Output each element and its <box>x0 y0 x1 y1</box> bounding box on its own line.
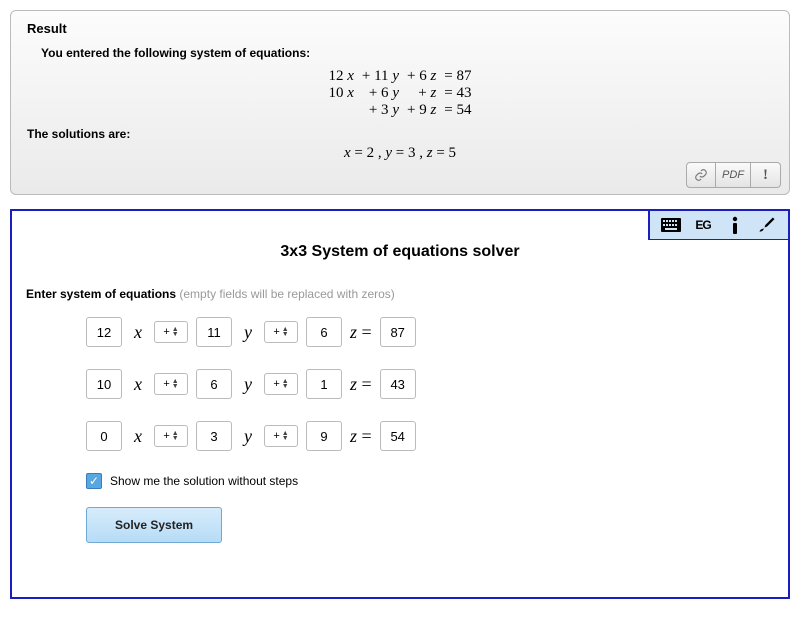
solver-panel: EG 3x3 System of equations solver Enter … <box>10 209 790 599</box>
var-x: x <box>130 322 146 343</box>
coef-z-input[interactable] <box>306 369 342 399</box>
sign-yz-select[interactable]: +▲▼ <box>264 425 298 447</box>
solver-toolbar: EG <box>648 209 790 240</box>
coef-x-input[interactable] <box>86 369 122 399</box>
example-icon[interactable]: EG <box>692 215 714 235</box>
equation-row: x +▲▼ y +▲▼ z = <box>86 317 774 347</box>
hint-bold: Enter system of equations <box>26 287 176 301</box>
entered-label: You entered the following system of equa… <box>41 46 773 60</box>
rhs-input[interactable] <box>380 421 416 451</box>
permalink-button[interactable] <box>686 162 716 188</box>
var-y: y <box>240 426 256 447</box>
equation-display: 12 x+ 11 y+ 6 z= 8710 x+ 6 y+ z= 43+ 3 y… <box>27 68 773 119</box>
coef-x-input[interactable] <box>86 317 122 347</box>
solutions-label: The solutions are: <box>27 127 773 141</box>
without-steps-label: Show me the solution without steps <box>110 474 298 488</box>
coef-y-input[interactable] <box>196 421 232 451</box>
var-z-eq: z = <box>350 374 372 395</box>
coef-z-input[interactable] <box>306 317 342 347</box>
equation-row: x +▲▼ y +▲▼ z = <box>86 421 774 451</box>
equation-row: x +▲▼ y +▲▼ z = <box>86 369 774 399</box>
result-actions: PDF ! <box>686 162 781 188</box>
coef-z-input[interactable] <box>306 421 342 451</box>
without-steps-row[interactable]: ✓ Show me the solution without steps <box>86 473 774 489</box>
solve-button[interactable]: Solve System <box>86 507 222 543</box>
rhs-input[interactable] <box>380 317 416 347</box>
sign-xy-select[interactable]: +▲▼ <box>154 425 188 447</box>
coef-y-input[interactable] <box>196 369 232 399</box>
sign-yz-select[interactable]: +▲▼ <box>264 321 298 343</box>
brush-icon[interactable] <box>756 215 778 235</box>
var-z-eq: z = <box>350 426 372 447</box>
result-title: Result <box>27 21 773 36</box>
coef-y-input[interactable] <box>196 317 232 347</box>
sign-xy-select[interactable]: +▲▼ <box>154 321 188 343</box>
sign-xy-select[interactable]: +▲▼ <box>154 373 188 395</box>
result-panel: Result You entered the following system … <box>10 10 790 195</box>
hint-gray: (empty fields will be replaced with zero… <box>179 287 394 301</box>
solver-title: 3x3 System of equations solver <box>26 243 774 261</box>
pdf-button[interactable]: PDF <box>716 162 751 188</box>
var-y: y <box>240 374 256 395</box>
equation-rows: x +▲▼ y +▲▼ z = x +▲▼ y +▲▼ z = x +▲▼ y +▲▼ z = <box>26 317 774 451</box>
info-icon[interactable] <box>724 215 746 235</box>
report-button[interactable]: ! <box>751 162 781 188</box>
without-steps-checkbox[interactable]: ✓ <box>86 473 102 489</box>
keyboard-icon[interactable] <box>660 215 682 235</box>
hint-line: Enter system of equations (empty fields … <box>26 287 774 301</box>
rhs-input[interactable] <box>380 369 416 399</box>
var-y: y <box>240 322 256 343</box>
var-z-eq: z = <box>350 322 372 343</box>
var-x: x <box>130 374 146 395</box>
coef-x-input[interactable] <box>86 421 122 451</box>
link-icon <box>694 168 708 182</box>
solution-line: x = 2 , y = 3 , z = 5 <box>27 145 773 162</box>
var-x: x <box>130 426 146 447</box>
sign-yz-select[interactable]: +▲▼ <box>264 373 298 395</box>
